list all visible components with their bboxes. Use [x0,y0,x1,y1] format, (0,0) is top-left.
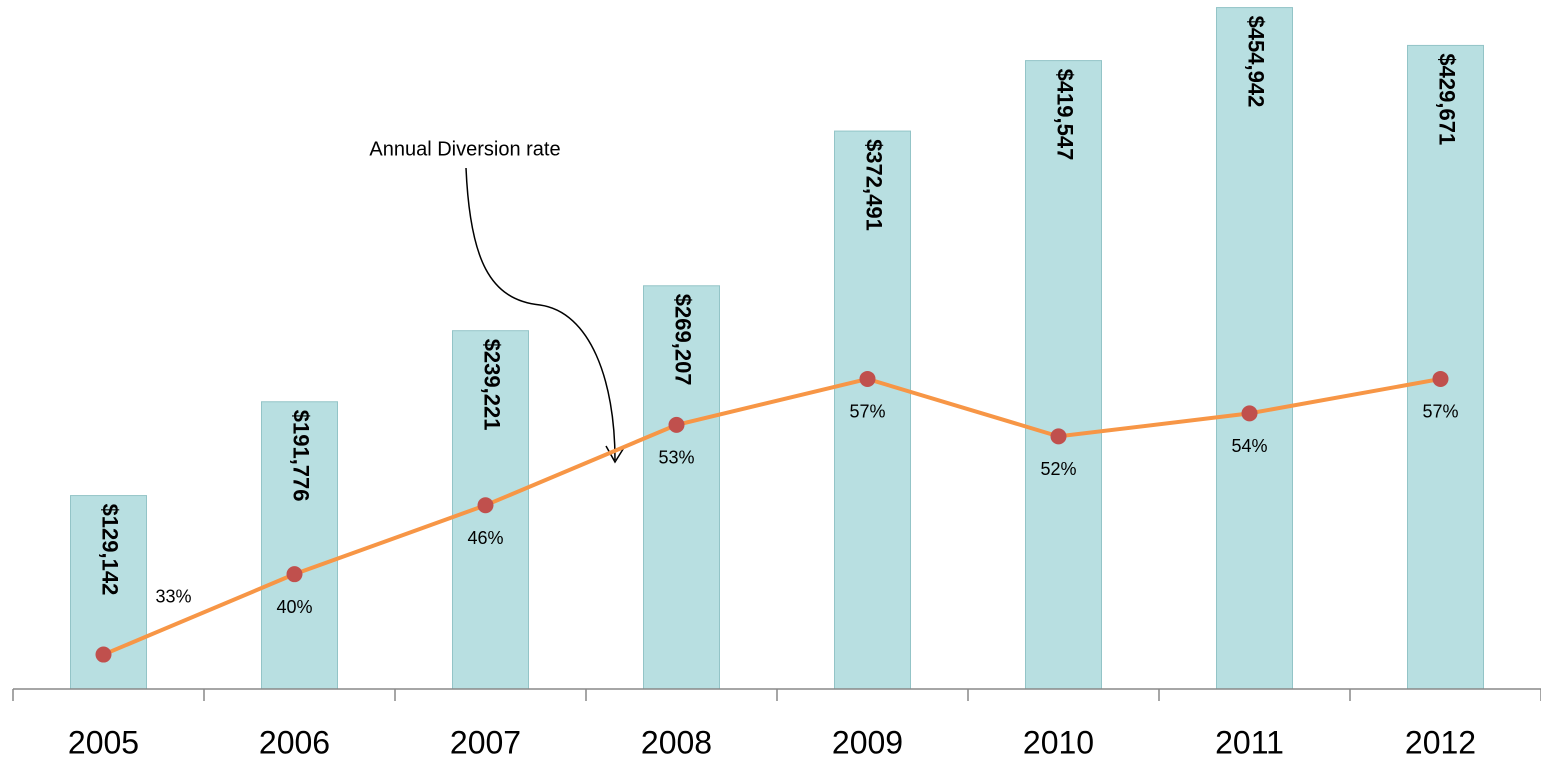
bar-value-label: $419,547 [1053,69,1078,161]
x-tick-label: 2009 [832,724,903,760]
line-value-label: 53% [658,448,694,468]
x-tick-label: 2010 [1023,724,1094,760]
line-value-label: 57% [1422,402,1458,422]
bar-value-label: $129,142 [98,504,123,596]
line-value-label: 57% [849,402,885,422]
x-tick-label: 2005 [68,724,139,760]
annotation-arrow [465,167,616,461]
bar-value-label: $269,207 [671,294,696,386]
line-value-label: 46% [467,528,503,548]
line-marker [1050,428,1067,445]
x-tick-label: 2006 [259,724,330,760]
bar [1407,44,1484,690]
annotation: Annual Diversion rate [369,138,560,160]
bar-value-label: $372,491 [862,139,887,231]
bar [1025,60,1102,690]
x-tick-label: 2012 [1405,724,1476,760]
line [102,376,1441,657]
x-tick-label: 2007 [450,724,521,760]
line-value-label: 52% [1040,459,1076,479]
x-tick-label: 2011 [1215,724,1284,760]
line-marker [1432,370,1449,387]
line-marker [859,370,876,387]
bar-value-label: $191,776 [289,410,314,502]
line-marker [95,646,112,663]
bar-value-label: $239,221 [480,339,505,431]
line-value-label: 33% [155,586,191,606]
line-marker [668,416,685,433]
line-value-label: 40% [276,597,312,617]
bar [261,401,338,690]
line-marker [477,497,494,514]
line-marker [1241,405,1258,422]
bar [1216,7,1293,690]
line-value-label: 54% [1231,436,1267,456]
bar-value-label: $454,942 [1244,16,1269,108]
x-tick-label: 2008 [641,724,712,760]
bar [643,285,720,690]
bar [834,130,911,690]
bar-value-label: $429,671 [1435,53,1460,145]
line-marker [286,566,303,583]
